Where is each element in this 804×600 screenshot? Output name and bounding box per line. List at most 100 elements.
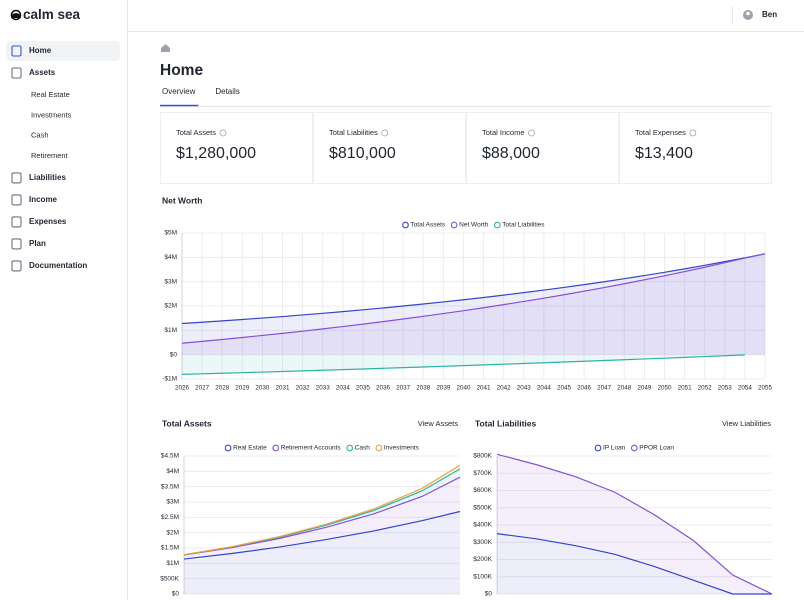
x-tick-label: 2050 — [657, 385, 672, 392]
nav-item[interactable]: Expenses — [29, 217, 67, 226]
stat-label: Total Assets — [176, 128, 216, 137]
y-tick-label: $2.5M — [161, 514, 179, 521]
x-tick-label: 2029 — [235, 385, 250, 392]
nav-item[interactable]: Liabilities — [29, 173, 66, 182]
y-tick-label: $1.5M — [161, 545, 179, 552]
x-tick-label: 2051 — [678, 385, 693, 392]
nav-subitem[interactable]: Retirement — [31, 151, 69, 160]
legend-label[interactable]: Total Liabilities — [502, 222, 545, 229]
y-tick-label: $200K — [473, 556, 492, 563]
x-tick-label: 2027 — [195, 385, 210, 392]
logo-icon — [10, 9, 22, 21]
x-tick-label: 2026 — [175, 385, 190, 392]
legend-label[interactable]: Retirement Accounts — [281, 445, 342, 452]
legend-label[interactable]: IP Loan — [603, 445, 626, 452]
user-name[interactable]: Ben — [762, 10, 777, 19]
info-icon[interactable] — [528, 129, 535, 137]
info-icon[interactable] — [689, 129, 697, 137]
nav-subitem[interactable]: Real Estate — [31, 90, 70, 99]
x-tick-label: 2055 — [758, 385, 773, 392]
x-tick-label: 2034 — [336, 385, 351, 392]
legend-label[interactable]: PPOR Loan — [639, 445, 674, 452]
legend-marker[interactable] — [375, 444, 383, 452]
legend-marker[interactable] — [493, 221, 501, 229]
nav-item[interactable]: Home — [29, 46, 52, 55]
legend-label[interactable]: Cash — [355, 445, 371, 452]
info-icon[interactable] — [219, 129, 227, 137]
nav-icon — [11, 216, 22, 228]
y-tick-label: $3.5M — [161, 483, 179, 490]
nav-icon — [11, 238, 22, 250]
y-tick-label: $500K — [160, 575, 179, 582]
series-line — [183, 464, 461, 556]
legend-label[interactable]: Total Assets — [410, 222, 445, 229]
y-tick-label: $400K — [473, 522, 492, 529]
x-tick-label: 2037 — [396, 385, 411, 392]
y-tick-label: $3M — [166, 499, 179, 506]
x-tick-label: 2038 — [416, 385, 431, 392]
y-tick-label: $100K — [473, 573, 492, 580]
chart: Net Worth -$1M $0 $1M $2M $3M $4M $5M 2026 2027 20… — [162, 195, 772, 391]
legend-marker[interactable] — [224, 444, 232, 452]
page-title: Home — [160, 62, 203, 79]
stat-value: $1,280,000 — [176, 145, 256, 162]
sidebar-nav: Home Assets Real Estate Investments Cash Reti… — [6, 41, 120, 272]
y-tick-label: $600K — [473, 487, 492, 494]
breadcrumb-home[interactable] — [161, 44, 170, 52]
y-tick-label: $700K — [473, 470, 492, 477]
area-fill — [497, 533, 772, 594]
nav-item[interactable]: Income — [29, 195, 58, 204]
tab[interactable]: Details — [215, 87, 239, 96]
y-tick-label: $0 — [172, 591, 180, 598]
chart-link[interactable]: View Assets — [418, 419, 459, 428]
user-avatar — [746, 11, 750, 16]
legend-marker[interactable] — [272, 444, 280, 452]
legend-label[interactable]: Investments — [384, 445, 420, 452]
nav-item[interactable]: Plan — [29, 239, 46, 248]
chart-link[interactable]: View Liabilities — [722, 419, 771, 428]
stat-cards: Total Assets $1,280,000 Total Liabilities $… — [160, 112, 772, 184]
x-tick-label: 2040 — [456, 385, 471, 392]
nav-subitem[interactable]: Cash — [31, 131, 49, 140]
logo[interactable]: calm sea — [23, 7, 81, 22]
series-line — [183, 510, 461, 560]
nav-active-bg — [6, 41, 120, 61]
x-tick-label: 2048 — [617, 385, 632, 392]
y-tick-label: $800K — [473, 453, 492, 460]
legend-marker[interactable] — [346, 444, 354, 452]
x-tick-label: 2054 — [738, 385, 753, 392]
tab[interactable]: Overview — [162, 87, 196, 96]
nav-icon — [11, 67, 22, 79]
series-line — [181, 354, 745, 375]
legend: Real Estate Retirement Accounts Cash Invest… — [224, 444, 420, 452]
info-icon[interactable] — [381, 129, 389, 137]
series-line — [496, 453, 773, 595]
legend-label[interactable]: Real Estate — [233, 445, 267, 452]
y-tick-label: -$1M — [162, 376, 177, 383]
nav-item[interactable]: Documentation — [29, 261, 87, 270]
legend-marker[interactable] — [402, 221, 409, 229]
chart: Total Liabilities View Liabilities $0 $100K… — [473, 418, 773, 598]
chart-title: Total Liabilities — [475, 418, 537, 428]
stat-card — [466, 112, 619, 184]
x-tick-label: 2043 — [517, 385, 532, 392]
stat-card — [313, 112, 466, 184]
y-tick-label: $4M — [166, 468, 179, 475]
legend-marker[interactable] — [594, 444, 602, 452]
stat-value: $810,000 — [329, 145, 396, 162]
legend-marker[interactable] — [450, 221, 458, 229]
y-tick-label: $4.5M — [161, 453, 179, 460]
legend: IP Loan PPOR Loan — [594, 444, 674, 452]
chart-title: Net Worth — [162, 195, 202, 205]
x-tick-label: 2028 — [215, 385, 230, 392]
series-line — [183, 476, 461, 556]
logo-icon — [11, 13, 21, 18]
nav-subitem[interactable]: Investments — [31, 110, 72, 119]
nav-icon — [11, 194, 22, 206]
y-tick-label: $2M — [164, 303, 177, 310]
chart: Total Assets View Assets $0 $500K $1M $1.5M $2… — [160, 418, 461, 598]
legend-marker[interactable] — [630, 444, 638, 452]
legend-label[interactable]: Net Worth — [459, 222, 489, 229]
nav-item[interactable]: Assets — [29, 68, 56, 77]
tabs: Overview Details — [160, 87, 240, 107]
